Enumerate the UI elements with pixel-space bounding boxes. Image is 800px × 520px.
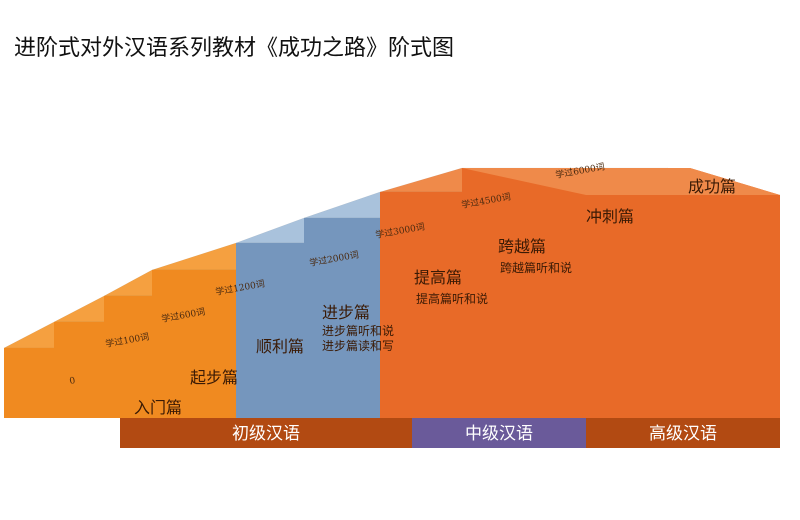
step-1-progress: 0 bbox=[69, 376, 77, 387]
step-8-name: 成功篇 bbox=[688, 177, 736, 196]
level-band-3 bbox=[586, 418, 780, 448]
step-5-name: 提高篇 bbox=[414, 268, 462, 287]
step-4-sub-1: 进步篇听和说 bbox=[322, 323, 394, 338]
step-3-name: 顺利篇 bbox=[256, 337, 304, 356]
level-band-1 bbox=[120, 418, 412, 448]
step-6-sub-1: 跨越篇听和说 bbox=[500, 260, 572, 275]
level-label-2: 中级汉语 bbox=[465, 424, 533, 444]
step-7-riser bbox=[380, 192, 586, 418]
step-8-block bbox=[462, 168, 780, 418]
step-5-sub-1: 提高篇听和说 bbox=[416, 291, 488, 306]
step-4-sub-2: 进步篇读和写 bbox=[322, 338, 394, 353]
step-4-name: 进步篇 bbox=[322, 303, 370, 322]
step-8-tread bbox=[462, 168, 780, 195]
level-label-3: 高级汉语 bbox=[649, 424, 717, 444]
step-1-name: 入门篇 bbox=[134, 398, 182, 417]
page-title: 进阶式对外汉语系列教材《成功之路》阶式图 bbox=[14, 36, 455, 61]
level-label-1: 初级汉语 bbox=[232, 424, 300, 444]
step-2-name: 起步篇 bbox=[190, 368, 238, 387]
step-6-name: 跨越篇 bbox=[498, 237, 546, 256]
step-7-name: 冲刺篇 bbox=[586, 207, 634, 226]
level-band-2 bbox=[412, 418, 586, 448]
